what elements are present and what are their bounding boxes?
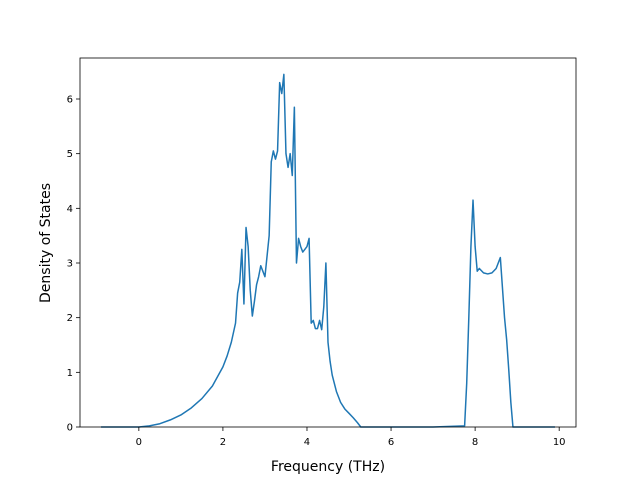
x-tick-label: 8 bbox=[472, 437, 478, 448]
y-axis-ticks: 0 1 2 3 4 5 6 bbox=[67, 95, 80, 434]
y-tick-label: 1 bbox=[67, 368, 73, 379]
axes-frame bbox=[79, 57, 577, 428]
y-tick-label: 2 bbox=[67, 313, 73, 324]
y-axis-label: Density of States bbox=[38, 183, 54, 303]
x-tick-label: 0 bbox=[136, 437, 142, 448]
x-tick-label: 2 bbox=[220, 437, 226, 448]
y-tick-label: 3 bbox=[67, 259, 73, 270]
x-axis-label: Frequency (THz) bbox=[271, 459, 385, 475]
y-tick-label: 5 bbox=[67, 149, 73, 160]
x-tick-label: 4 bbox=[304, 437, 310, 448]
y-tick-label: 4 bbox=[67, 204, 73, 215]
y-tick-label: 6 bbox=[67, 95, 73, 106]
x-tick-label: 6 bbox=[388, 437, 394, 448]
x-tick-label: 10 bbox=[553, 437, 566, 448]
plot-area bbox=[79, 57, 577, 428]
series-line-0 bbox=[101, 73, 555, 428]
x-axis-ticks: 0 2 4 6 8 10 bbox=[136, 427, 566, 448]
y-tick-label: 0 bbox=[67, 423, 73, 434]
